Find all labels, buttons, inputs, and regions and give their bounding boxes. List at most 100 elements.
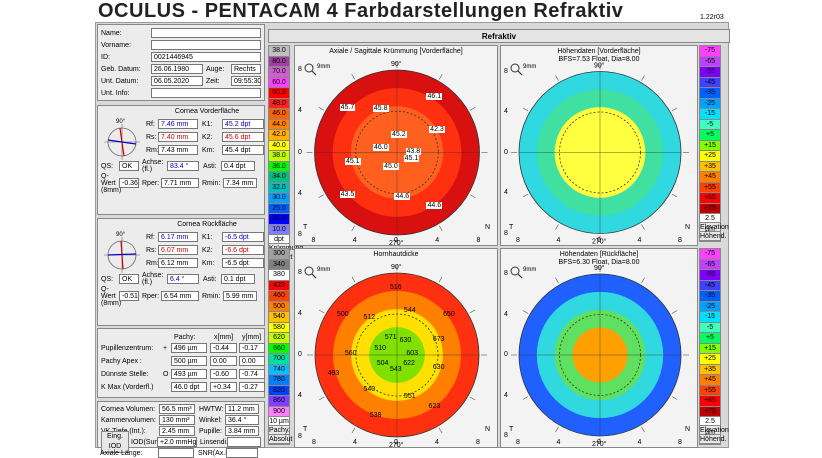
scale-step: 420 — [269, 280, 289, 291]
id-field[interactable]: 0021446945 — [151, 52, 261, 62]
x-tick: 0 — [394, 439, 398, 446]
scale-submode[interactable]: Höhend. — [700, 232, 727, 241]
auge-field[interactable]: Rechts — [231, 64, 261, 74]
scale-submode[interactable]: Absolut — [269, 435, 293, 444]
pachy-row-value: 46.0 dpt — [171, 382, 207, 392]
mm-label: 9mm — [317, 267, 330, 273]
pachy-row-x: -0.44 — [210, 343, 237, 353]
app-title: OCULUS - PENTACAM 4 Farbdarstellungen Re… — [98, 0, 624, 22]
version-label: 1.22r03 — [700, 14, 724, 21]
pachy-row-y: -0.17 — [239, 343, 265, 353]
scale-step: 34.0 — [269, 172, 289, 183]
scale-mode[interactable]: Pachy. — [269, 426, 290, 435]
y-tick: 4 — [298, 189, 302, 197]
map-value: 45.8 — [372, 105, 389, 113]
nasal-label: N — [685, 224, 690, 231]
map-br[interactable]: Höhendaten [Rückfläche] BFS=6.30 Float, D… — [500, 248, 698, 448]
geb-field[interactable]: 26.06.1980 — [151, 64, 203, 74]
map-tl[interactable]: Axiale / Sagittale Krümmung [Vorderfläch… — [294, 45, 498, 247]
front-qs-value: OK — [119, 161, 139, 171]
info-field[interactable] — [151, 88, 261, 98]
y-tick: 8 — [298, 231, 302, 238]
vorname-label: Vorname: — [101, 41, 131, 49]
map-tr[interactable]: Höhendaten [Vorderfläche] BFS=7.53 Float,… — [500, 45, 698, 246]
y-tick: 4 — [504, 391, 508, 399]
scale-step: 20.0 — [269, 214, 289, 225]
front-k1-value: 45.2 dpt — [222, 119, 264, 129]
map-value: 516 — [390, 284, 402, 292]
km-label: Km: — [202, 146, 215, 154]
back-km-value: -6.5 dpt — [222, 258, 264, 268]
scale-mode[interactable]: Elevation — [700, 426, 729, 435]
scale-step: -45 — [700, 280, 720, 291]
vorname-field[interactable] — [151, 40, 261, 50]
map-bl[interactable]: Hornhautdicke 90° 270° 9mm T N 8 4 0 4 8 8 4 0 4… — [294, 248, 498, 449]
back-rmin-value: 5.99 mm — [223, 291, 257, 301]
scale-submode[interactable]: Höhend. — [700, 435, 727, 444]
snr-value — [226, 448, 258, 458]
scale-step: -45 — [700, 77, 720, 88]
scale-step: 460 — [269, 291, 289, 302]
color-scale: 300 340 380 420 460 500 540 580 620 660 700 740 780 8… — [268, 248, 293, 445]
scale-mode[interactable]: Elevation — [700, 223, 729, 232]
vk-value: 2.45 mm — [159, 426, 195, 436]
color-scale: -75 -65 -55 -45 -35 -25 -15 -5 +5 +15 +25 +35 +45 +55… — [699, 248, 729, 445]
back-rf-value: 6.17 mm — [158, 232, 198, 242]
back-k2-value: -6.6 dpt — [222, 245, 264, 255]
info-label: Unt. Info: — [101, 89, 130, 97]
scale-step: 46.0 — [269, 109, 289, 120]
y-tick: 8 — [504, 270, 508, 277]
scale-step: 38.0 — [269, 151, 289, 162]
map-value: 603 — [406, 350, 419, 357]
scale-step: 820 — [269, 385, 289, 396]
map-value: 650 — [443, 311, 455, 319]
unt-field[interactable]: 06.05.2020 — [151, 76, 203, 86]
iodsum-value: +2.0 mmHg — [157, 437, 197, 447]
scale-step: -5 — [700, 322, 720, 333]
map-value: 504 — [376, 359, 389, 367]
scale-step: 40.0 — [269, 140, 289, 151]
name-field[interactable] — [151, 28, 261, 38]
map-title: Höhendaten [Vorderfläche] — [557, 48, 641, 55]
scale-step: +45 — [700, 172, 720, 183]
front-rper-value: 7.71 mm — [161, 178, 199, 188]
zeit-field[interactable]: 09:55:30 — [231, 76, 261, 86]
scale-step: 900 — [269, 406, 289, 417]
zeit-label: Zeit: — [206, 77, 220, 85]
scale-step: +75 — [700, 406, 720, 417]
map-title: Höhendaten [Rückfläche] — [559, 251, 639, 258]
x-tick: 4 — [637, 439, 642, 446]
color-scale: -75 -65 -55 -45 -35 -25 -15 -5 +5 +15 +25 +35 +45 +55… — [699, 45, 729, 242]
scale-unit: 10 µm — [269, 417, 289, 426]
pachy-row-marker: O — [163, 370, 169, 378]
y-tick: 8 — [298, 66, 302, 73]
snr-label: SNR(Ax.L. — [198, 449, 232, 457]
deg90-label: 90° — [594, 264, 605, 272]
map-value: 512 — [363, 313, 376, 321]
rs-label: Rs: — [146, 246, 157, 254]
asti-label: Asti: — [203, 162, 217, 170]
front-q-value: -0.36 — [119, 178, 139, 188]
map-value: 630 — [399, 336, 412, 344]
achse-label: Achse: (fl.) — [142, 159, 164, 173]
refraktiv-header: Refraktiv — [268, 29, 730, 43]
scale-step: 700 — [269, 354, 289, 365]
scale-step: +25 — [700, 151, 720, 162]
q-label: Q-Wert (8mm) — [101, 285, 122, 307]
pachy-row-label: Pupillenzentrum: — [101, 344, 154, 352]
map-value: 44.6 — [394, 192, 411, 200]
map-value: 630 — [432, 363, 445, 371]
back-title: Cornea Rückfläche — [177, 221, 237, 228]
scale-step: 48.0 — [269, 98, 289, 109]
scale-step: 80.0 — [269, 56, 289, 67]
y-tick: 4 — [298, 392, 302, 399]
scale-step: +45 — [700, 375, 720, 386]
pachy-row-label: Dünnste Stelle: — [101, 370, 149, 378]
temporal-label: T — [303, 224, 308, 231]
mm-label: 9mm — [317, 64, 330, 70]
y-tick: 8 — [298, 433, 302, 440]
map-value: 673 — [432, 336, 445, 344]
rf-label: Rf: — [146, 120, 155, 128]
color-scale: 38.0 80.0 70.0 60.0 50.0 48.0 46.0 44.0 42.0 40.0… — [268, 45, 303, 263]
x-tick: 0 — [597, 439, 601, 446]
